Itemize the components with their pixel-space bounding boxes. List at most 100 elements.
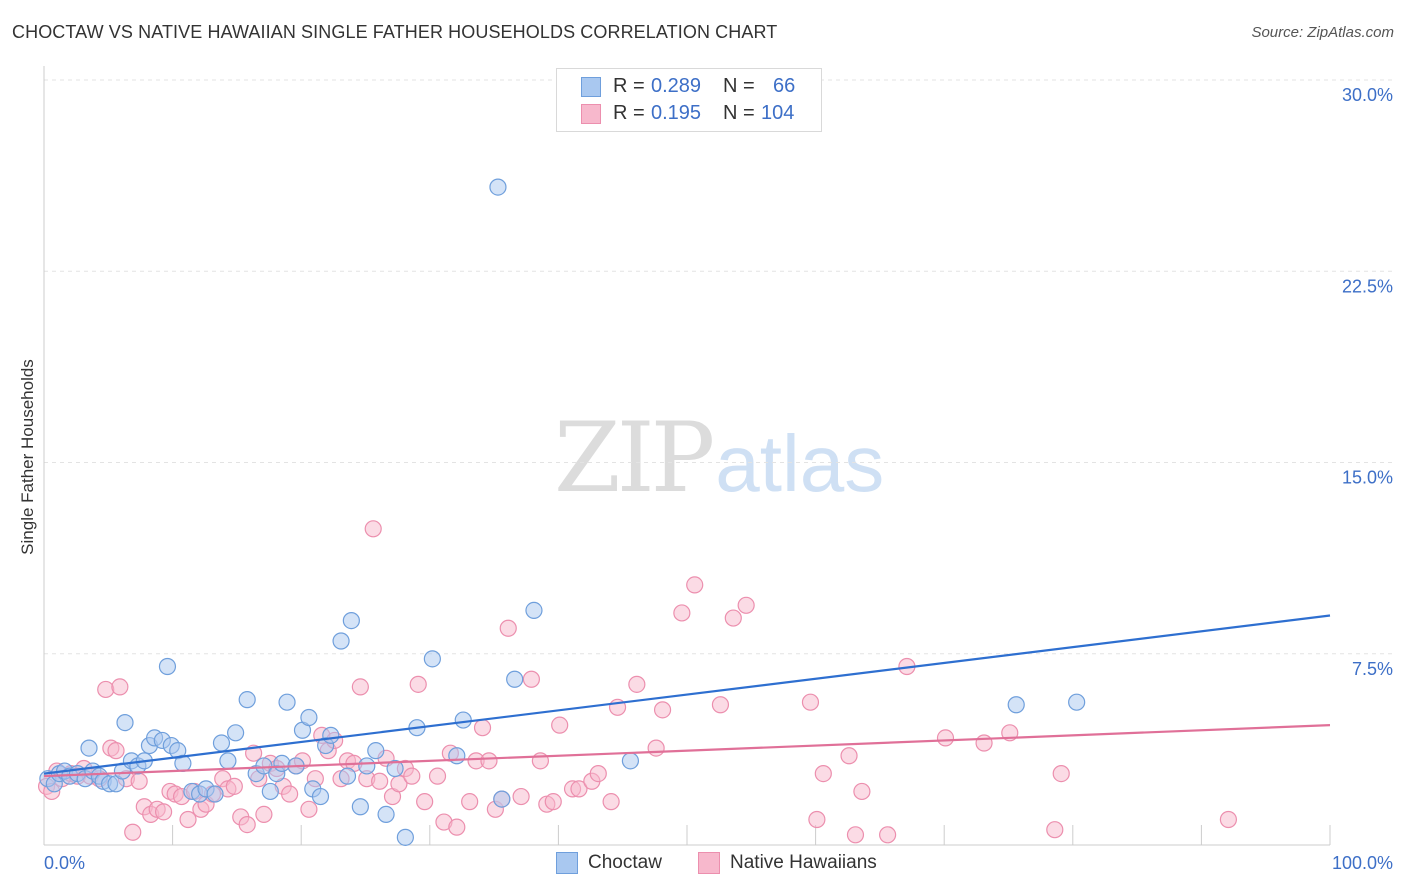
choctaw-point xyxy=(278,693,296,711)
native-hawaiians-point xyxy=(130,772,148,790)
legend-r-label: R = xyxy=(613,102,645,124)
native-hawaiians-point xyxy=(154,803,173,821)
choctaw-legend-label: Choctaw xyxy=(588,852,662,873)
native-hawaiians-point xyxy=(589,764,607,783)
choctaw-point xyxy=(386,759,404,778)
stats-legend: R = 0.289 N = 66 R = 0.195 N = 104 xyxy=(556,68,822,132)
native-hawaiians-point xyxy=(801,693,820,711)
native-hawaiians-point xyxy=(225,777,243,795)
native-hawaiians-point xyxy=(107,742,125,760)
chart-title: CHOCTAW VS NATIVE HAWAIIAN SINGLE FATHER… xyxy=(12,22,778,42)
legend-n-label: N = xyxy=(723,102,755,124)
native-hawaiians-swatch xyxy=(581,104,601,124)
native-hawaiians-point xyxy=(711,696,730,714)
native-hawaiians-trend-line xyxy=(43,724,1331,778)
choctaw-point xyxy=(212,734,231,752)
source-credit: Source: ZipAtlas.com xyxy=(1251,24,1394,41)
y-tick-label: 15.0% xyxy=(1342,468,1393,488)
native-hawaiians-point xyxy=(97,680,115,699)
choctaw-point xyxy=(621,752,640,770)
native-hawaiians-point xyxy=(846,826,865,844)
choctaw-point xyxy=(358,757,376,775)
native-hawaiians-point xyxy=(853,782,871,801)
native-hawaiians-legend-swatch xyxy=(698,852,720,874)
choctaw-point xyxy=(311,787,330,806)
native-hawaiians-point xyxy=(1219,810,1238,829)
choctaw-point xyxy=(367,742,385,760)
native-hawaiians-point xyxy=(238,815,256,834)
choctaw-point xyxy=(396,828,414,846)
native-hawaiians-point xyxy=(814,764,832,783)
native-hawaiians-point xyxy=(448,818,466,836)
choctaw-point xyxy=(80,739,98,757)
native-hawaiians-point xyxy=(403,767,421,785)
native-hawaiians-point xyxy=(371,772,389,790)
choctaw-point xyxy=(493,790,511,808)
legend-n-value: 104 xyxy=(761,102,795,124)
choctaw-point xyxy=(1007,696,1025,714)
choctaw-point xyxy=(448,747,466,765)
native-hawaiians-point xyxy=(673,604,691,622)
native-hawaiians-point xyxy=(975,734,993,752)
choctaw-point xyxy=(489,178,507,196)
native-hawaiians-point xyxy=(473,719,492,737)
choctaw-point xyxy=(238,691,256,709)
choctaw-point xyxy=(255,757,273,775)
native-hawaiians-point xyxy=(647,739,665,757)
choctaw-point xyxy=(261,782,279,801)
native-hawaiians-point xyxy=(351,678,369,696)
legend-r-value: 0.289 xyxy=(651,75,702,97)
native-hawaiians-point xyxy=(570,780,588,798)
choctaw-point xyxy=(506,670,524,688)
native-hawaiians-point xyxy=(124,823,142,841)
native-hawaiians-point xyxy=(522,670,540,688)
native-hawaiians-point xyxy=(544,793,562,811)
native-hawaiians-point xyxy=(111,678,129,696)
choctaw-point xyxy=(342,611,360,630)
native-hawaiians-point xyxy=(416,793,434,811)
native-hawaiians-point xyxy=(364,520,382,538)
native-hawaiians-point xyxy=(840,747,858,765)
native-hawaiians-point xyxy=(512,787,530,806)
native-hawaiians-point xyxy=(255,805,273,824)
choctaw-point xyxy=(219,752,237,770)
native-hawaiians-point xyxy=(499,619,517,637)
legend-r-label: R = xyxy=(613,75,645,97)
choctaw-trend-line xyxy=(43,614,1331,775)
native-hawaiians-point xyxy=(300,800,318,818)
native-hawaiians-point xyxy=(461,793,479,811)
native-hawaiians-point xyxy=(808,810,826,829)
choctaw-swatch xyxy=(581,77,601,97)
native-hawaiians-legend-label: Native Hawaiians xyxy=(730,852,877,873)
y-tick-label: 22.5% xyxy=(1342,276,1393,296)
choctaw-point xyxy=(158,657,177,676)
choctaw-point xyxy=(351,798,369,816)
native-hawaiians-point xyxy=(428,767,447,785)
choctaw-point xyxy=(273,754,291,773)
legend-n-label: N = xyxy=(723,75,755,97)
choctaw-point xyxy=(1068,693,1086,711)
choctaw-legend-swatch xyxy=(556,852,578,874)
native-hawaiians-point xyxy=(686,576,704,594)
native-hawaiians-point xyxy=(724,609,742,627)
choctaw-point xyxy=(454,711,472,729)
y-axis-label: Single Father Households xyxy=(18,359,37,555)
choctaw-point xyxy=(227,724,245,742)
native-hawaiians-point xyxy=(653,701,672,719)
choctaw-point xyxy=(525,601,543,620)
native-hawaiians-point xyxy=(480,752,498,770)
native-hawaiians-point xyxy=(879,826,897,844)
choctaw-point xyxy=(116,713,134,732)
y-tick-label: 30.0% xyxy=(1342,85,1393,105)
native-hawaiians-point xyxy=(1046,821,1064,839)
choctaw-point xyxy=(206,785,224,803)
legend-n-value: 66 xyxy=(773,75,796,97)
choctaw-point xyxy=(423,650,441,668)
native-hawaiians-point xyxy=(281,785,299,803)
choctaw-point xyxy=(322,726,340,744)
native-hawaiians-point xyxy=(936,729,955,747)
native-hawaiians-point xyxy=(602,793,620,811)
x-tick-label: 100.0% xyxy=(1332,853,1393,873)
choctaw-point xyxy=(338,767,357,785)
